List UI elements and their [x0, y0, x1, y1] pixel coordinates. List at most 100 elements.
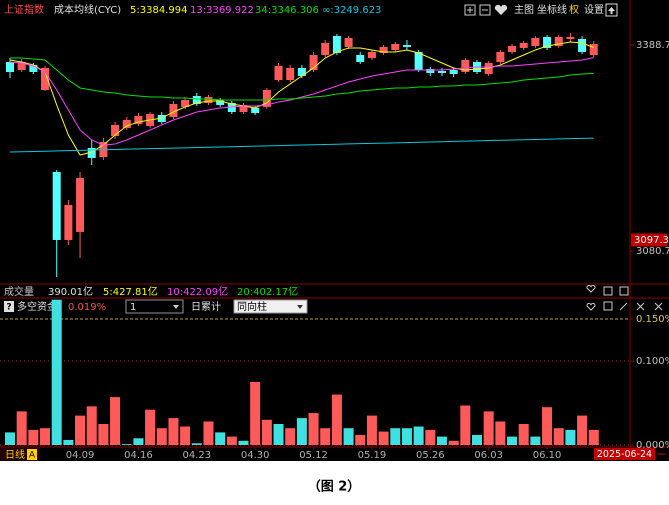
bar: [133, 438, 144, 445]
style-select[interactable]: [233, 299, 308, 314]
bar: [261, 419, 272, 445]
toolbar-button[interactable]: 坐标线: [537, 3, 567, 16]
legend-entry: 5:3384.994: [130, 5, 187, 16]
y-tick-label: 3388.7: [636, 40, 669, 51]
candle-body: [554, 36, 563, 47]
icon[interactable]: [586, 303, 596, 311]
x-tick-label: 04.23: [182, 450, 211, 461]
icon[interactable]: [636, 302, 645, 311]
icon[interactable]: [586, 285, 596, 293]
candle-body: [461, 60, 470, 72]
x-tick-label: 04.09: [66, 450, 95, 461]
bar: [75, 415, 86, 445]
zoom-out-icon[interactable]: [479, 4, 491, 16]
x-tick-label: 06.03: [474, 450, 503, 461]
bar: [121, 444, 132, 445]
bar: [180, 426, 191, 445]
candle-body: [181, 100, 190, 107]
candle-body: [402, 45, 411, 47]
bar: [250, 382, 261, 445]
candle-body: [566, 36, 575, 39]
bar: [308, 413, 319, 445]
toolbar-button[interactable]: 主图: [514, 4, 534, 16]
candle-body: [122, 120, 131, 128]
x-tick-label: 05.26: [416, 450, 445, 461]
bar: [145, 409, 156, 445]
candle-body: [216, 100, 225, 105]
bar: [110, 397, 121, 445]
select-arrow: [173, 305, 179, 309]
bar: [542, 407, 553, 445]
background: [0, 0, 669, 461]
candle-body: [169, 103, 178, 118]
icon[interactable]: [603, 286, 613, 296]
candle-body: [437, 70, 446, 73]
bar: [40, 428, 51, 445]
bar: [460, 405, 471, 445]
bar: [156, 428, 167, 445]
candle-body: [543, 36, 552, 48]
candle-body: [496, 51, 505, 63]
icon[interactable]: [619, 286, 629, 296]
bar: [285, 428, 296, 445]
bar: [86, 406, 97, 445]
bar: [378, 431, 389, 445]
zoom-in-icon[interactable]: [464, 4, 476, 16]
candle-body: [508, 46, 517, 52]
chart-title: 上证指数: [4, 3, 44, 16]
candle-body: [578, 38, 587, 52]
y-tick-label: 0.100%: [636, 356, 669, 367]
bar: [448, 440, 459, 445]
cursor-date: 2025-06-24: [597, 449, 652, 460]
candle-body: [367, 51, 376, 58]
bar: [390, 428, 401, 445]
style-value: 同向柱: [237, 300, 267, 313]
x-tick-label: 04.16: [124, 450, 153, 461]
bar: [577, 415, 588, 445]
bar: [413, 426, 424, 445]
last-price-box: [631, 233, 667, 247]
x-tick-label: 05.19: [358, 450, 387, 461]
favorite-icon[interactable]: [494, 4, 508, 15]
legend-entry: 13:3369.922: [190, 5, 254, 16]
candle-body: [251, 107, 260, 113]
badge-text: A: [29, 451, 36, 461]
legend-entry: 34:3346.306: [255, 5, 319, 16]
candle-body: [87, 147, 96, 158]
icon[interactable]: [603, 301, 613, 311]
candle-body: [332, 35, 341, 53]
toolbar-button[interactable]: 设置: [584, 4, 604, 16]
y-tick-label: 0.000%: [636, 440, 669, 451]
bar: [98, 424, 109, 445]
candle-body: [531, 37, 540, 47]
collapse-button[interactable]: [605, 3, 618, 17]
bar: [355, 434, 366, 445]
candle-body: [262, 89, 271, 107]
bar: [331, 394, 342, 445]
candle-body: [484, 63, 493, 74]
ma-line: [9, 137, 594, 153]
candle-body: [134, 116, 143, 124]
volume-value: 390.01亿: [48, 285, 93, 298]
bar: [588, 429, 599, 445]
candle-body: [286, 67, 295, 81]
bar: [28, 429, 39, 445]
bar: [518, 424, 529, 445]
bar: [226, 436, 237, 445]
candle-body: [356, 54, 365, 63]
toolbar-button[interactable]: 权: [569, 3, 579, 16]
help-icon[interactable]: [4, 301, 14, 312]
accumulate-label: 日累计: [191, 300, 221, 313]
candle-body: [204, 97, 213, 104]
bar: [343, 428, 354, 445]
candle-body: [519, 43, 528, 48]
x-tick-label: 06.10: [533, 450, 562, 461]
icon[interactable]: [654, 302, 663, 311]
candle-body: [192, 95, 201, 104]
icon[interactable]: [619, 302, 628, 311]
param-select[interactable]: [125, 299, 184, 314]
help-icon-text: ?: [6, 303, 11, 313]
bar: [553, 428, 564, 445]
volume-average: 10:422.09亿: [167, 285, 228, 298]
indicator-name[interactable]: 成本均线(CYC): [54, 3, 121, 16]
